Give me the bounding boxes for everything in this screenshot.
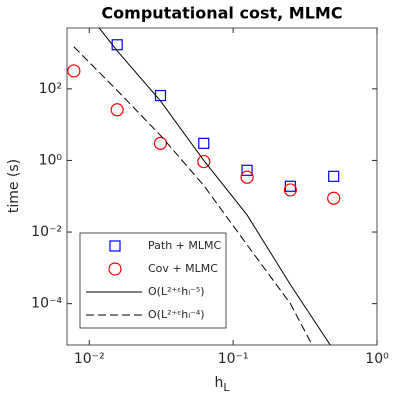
trend-line [98,28,331,345]
trend-line [73,46,313,345]
y-tick-label: 10⁻² [31,224,62,240]
square-marker [154,89,167,102]
circle-marker [283,183,297,197]
legend-marker [108,262,122,276]
y-tick-label: 10⁰ [39,152,63,168]
circle-marker [240,170,254,184]
circle-marker [327,191,341,205]
legend-box [79,232,227,329]
x-tick-label: 10⁰ [365,351,389,367]
circle-marker [197,154,211,169]
square-marker [284,180,296,192]
x-axis-label-main: h [214,375,223,391]
y-axis-label: time (s) [6,159,22,213]
x-tick-label: 10⁻² [74,351,105,367]
chart-title: Computational cost, MLMC [101,4,342,23]
circle-marker [110,103,124,117]
x-axis-label: hL [214,375,230,394]
square-marker [111,39,123,51]
legend-label: Cov + MLMC [148,262,218,275]
circle-marker [67,64,81,78]
square-marker [328,170,340,182]
square-marker [198,137,210,149]
axes-box [66,27,378,346]
y-tick-label: 10² [39,81,62,97]
legend-marker [109,240,121,252]
plot-area [67,28,341,345]
legend-label: O(L²⁺ᵋhₗ⁻⁵) [148,285,205,298]
legend-label: O(L²⁺ᵋhₗ⁻⁴) [148,308,205,321]
x-axis-label-sub: L [223,381,230,394]
legend-label: Path + MLMC [148,239,221,252]
y-tick-label: 10⁻⁴ [31,296,62,312]
square-marker [241,164,253,176]
x-tick-label: 10⁻¹ [218,351,249,367]
circle-marker [153,136,168,150]
